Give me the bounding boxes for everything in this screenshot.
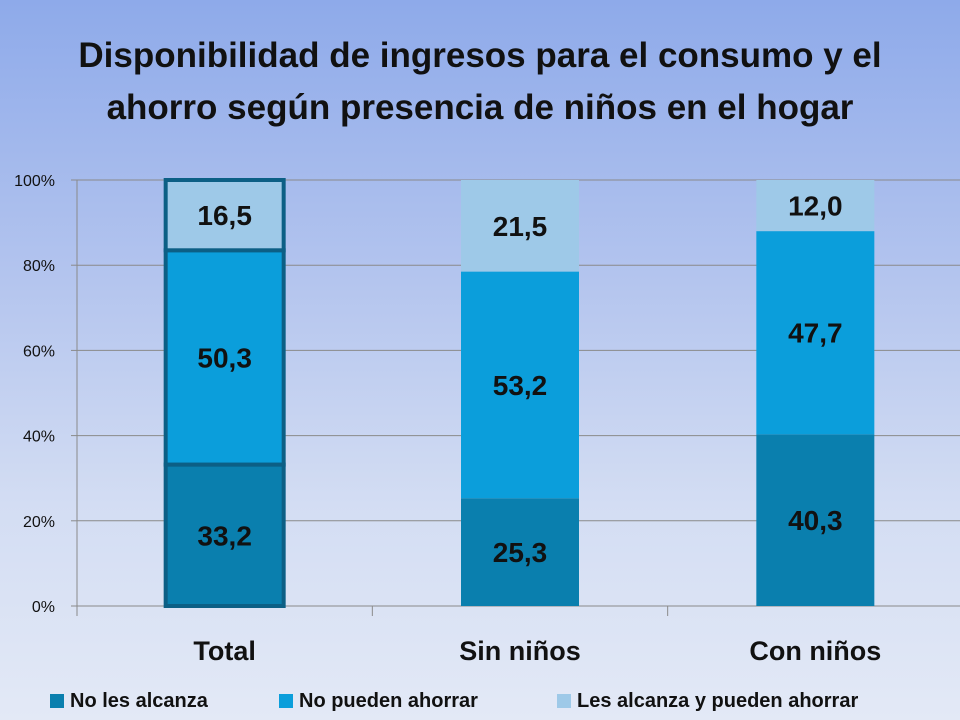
x-tick-label: Sin niños <box>459 636 581 666</box>
y-tick-label: 100% <box>14 173 55 190</box>
y-tick-label: 40% <box>23 429 55 446</box>
bar-segment <box>756 434 875 606</box>
legend-label: No les alcanza <box>70 689 208 712</box>
chart-title-line-1: Disponibilidad de ingresos para el consu… <box>78 36 882 75</box>
bar-segment <box>461 271 579 499</box>
chart-title-line-2: ahorro según presencia de niños en el ho… <box>106 88 854 127</box>
legend-label: No pueden ahorrar <box>299 689 478 712</box>
legend-label: Les alcanza y pueden ahorrar <box>577 689 859 712</box>
data-label: 12,0 <box>788 191 843 222</box>
data-label: 33,2 <box>197 520 252 551</box>
bar-segment <box>756 231 875 435</box>
legend-item: No pueden ahorrar <box>279 688 478 714</box>
axes: 0% 20% 40% 60% 80% 100% Total Sin niños Con niño… <box>14 173 881 666</box>
data-label: 25,3 <box>493 537 548 568</box>
y-tick-label: 0% <box>32 599 55 616</box>
y-tick-label: 20% <box>23 514 55 531</box>
x-tick-label: Con niños <box>749 636 881 666</box>
bars <box>163 178 875 608</box>
y-tick-label: 60% <box>23 343 55 360</box>
data-labels: 33,2 50,3 16,5 25,3 53,2 21,5 40,3 47,7 12,0 <box>197 191 842 569</box>
data-label: 21,5 <box>493 211 548 242</box>
data-label: 16,5 <box>197 200 252 231</box>
legend-swatch <box>50 694 64 708</box>
bar-segment <box>756 180 875 232</box>
chart-title: Disponibilidad de ingresos para el consu… <box>40 30 920 134</box>
data-label: 40,3 <box>788 505 843 536</box>
bar-segment <box>461 180 579 272</box>
data-label: 47,7 <box>788 318 843 349</box>
data-label: 50,3 <box>197 342 252 373</box>
bar-segment <box>163 248 286 467</box>
legend-swatch <box>557 694 571 708</box>
data-label: 53,2 <box>493 370 548 401</box>
y-tick-label: 80% <box>23 258 55 275</box>
legend: No les alcanza No pueden ahorrar Les alcan… <box>0 688 960 714</box>
legend-item: No les alcanza <box>50 688 208 714</box>
legend-item: Les alcanza y pueden ahorrar <box>557 688 858 714</box>
bar-segment <box>163 178 286 253</box>
legend-swatch <box>279 694 293 708</box>
bar-segment <box>461 498 579 606</box>
x-tick-label: Total <box>193 636 256 666</box>
